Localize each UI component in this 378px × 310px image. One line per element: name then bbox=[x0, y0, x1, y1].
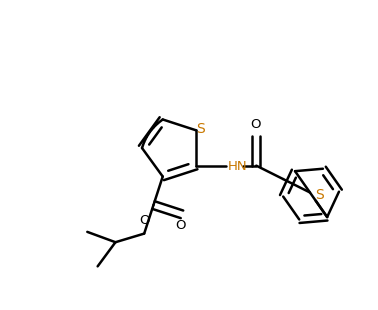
Text: O: O bbox=[250, 117, 260, 131]
Text: HN: HN bbox=[227, 160, 247, 173]
Text: S: S bbox=[315, 188, 324, 202]
Text: S: S bbox=[196, 122, 204, 136]
Text: O: O bbox=[176, 219, 186, 232]
Text: O: O bbox=[139, 214, 149, 227]
